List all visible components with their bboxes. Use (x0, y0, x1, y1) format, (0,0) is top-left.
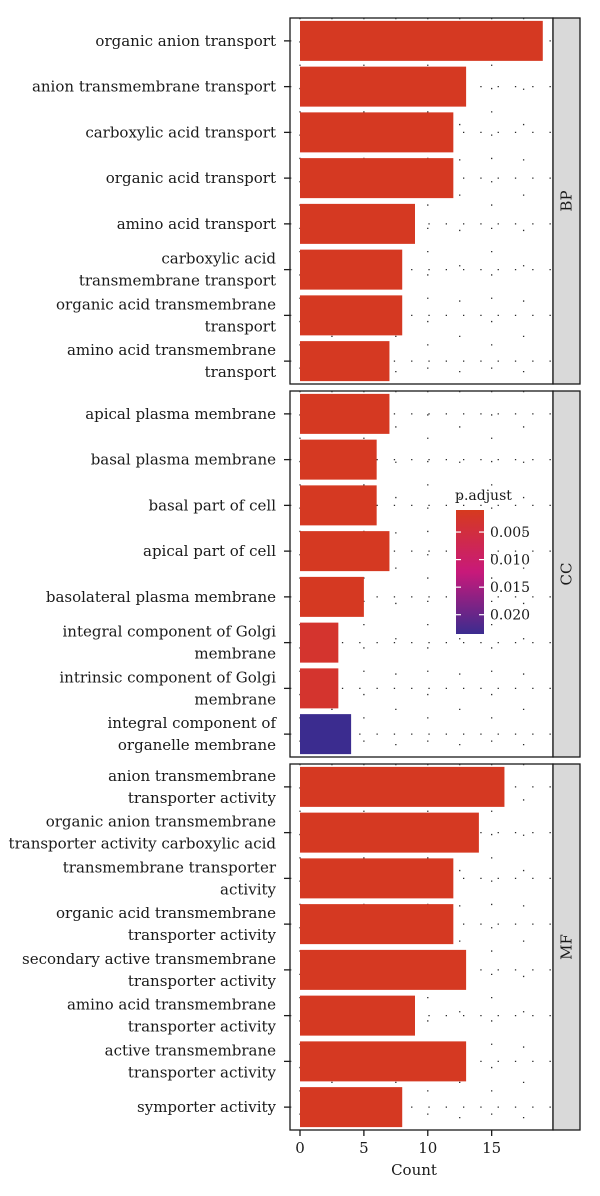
bar (300, 295, 403, 336)
category-label: transporter activity (128, 1018, 277, 1036)
bar (300, 203, 415, 244)
category-label: transporter activity (128, 1063, 277, 1081)
category-label: carboxylic acid transport (85, 123, 276, 141)
category-label: organic acid transmembrane (56, 295, 276, 313)
category-label: transport (205, 363, 276, 381)
bar (300, 668, 339, 709)
category-label: anion transmembrane (108, 767, 276, 785)
bar (300, 858, 454, 899)
panels-group: organic anion transport anion transmembra… (9, 17, 581, 1131)
panel-strip (552, 17, 581, 385)
bar (300, 1041, 467, 1082)
category-label: organic anion transport (95, 32, 276, 50)
legend: p.adjust 0.005 0.010 0.015 0.020 (455, 488, 530, 634)
category-label: amino acid transport (117, 215, 276, 233)
category-label: transmembrane transporter (63, 858, 277, 876)
category-label: secondary active transmembrane (22, 950, 276, 968)
panel-strip (552, 390, 581, 758)
bar (300, 576, 364, 617)
category-label: integral component of (107, 714, 277, 732)
panel-strip-label: MF (558, 934, 576, 960)
category-label: carboxylic acid (161, 250, 276, 268)
category-label: integral component of Golgi (63, 623, 277, 641)
panel-strip (552, 763, 581, 1131)
x-axis: 0 5 10 15 (295, 1130, 501, 1157)
panel-bp: organic anion transport anion transmembra… (32, 17, 581, 385)
category-label: transport (205, 317, 276, 335)
bar (300, 766, 505, 807)
category-label: membrane (194, 645, 276, 663)
bar (300, 393, 390, 434)
bar (300, 949, 467, 990)
category-label: organic acid transport (106, 169, 276, 187)
category-label: organelle membrane (118, 736, 276, 754)
category-label: activity (220, 880, 276, 898)
bar (300, 341, 390, 382)
category-label: intrinsic component of Golgi (59, 668, 276, 686)
bar (300, 66, 467, 107)
x-axis-title: Count (391, 1161, 437, 1179)
bar (300, 158, 454, 199)
legend-tick-label: 0.020 (490, 608, 530, 624)
category-label: organic acid transmembrane (56, 904, 276, 922)
bar (300, 1087, 403, 1128)
category-label: anion transmembrane transport (32, 78, 276, 96)
bar (300, 995, 415, 1036)
category-label: membrane (194, 690, 276, 708)
category-label: amino acid transmembrane (67, 341, 276, 359)
category-label: amino acid transmembrane (67, 996, 276, 1014)
category-label: transmembrane transport (79, 272, 276, 290)
category-label: transporter activity carboxylic acid (9, 835, 277, 853)
category-label: transporter activity (128, 926, 277, 944)
category-label: apical part of cell (143, 542, 276, 560)
legend-tick-label: 0.015 (490, 580, 530, 596)
category-label: active transmembrane (105, 1041, 276, 1059)
bar (300, 812, 479, 853)
legend-title: p.adjust (455, 488, 512, 504)
category-label: basal part of cell (149, 496, 277, 514)
category-label: transporter activity (128, 972, 277, 990)
bar (300, 904, 454, 945)
x-tick-label: 5 (359, 1139, 369, 1157)
bar (300, 622, 339, 663)
category-label: basal plasma membrane (91, 451, 276, 469)
category-label: symporter activity (137, 1098, 277, 1116)
legend-tick-label: 0.005 (490, 525, 530, 541)
category-label: apical plasma membrane (85, 405, 276, 423)
x-tick-label: 15 (482, 1139, 501, 1157)
bar (300, 439, 377, 480)
legend-tick-label: 0.010 (490, 553, 530, 569)
bar (300, 485, 377, 526)
bar (300, 20, 543, 61)
panel-strip-label: BP (558, 190, 576, 211)
category-label: basolateral plasma membrane (46, 588, 276, 606)
legend-ticks: 0.005 0.010 0.015 0.020 (456, 525, 530, 624)
panel-mf: anion transmembrane transporter activity o… (9, 763, 581, 1131)
bar (300, 531, 390, 572)
bar (300, 714, 352, 755)
bar (300, 249, 403, 290)
category-label: organic anion transmembrane (46, 813, 276, 831)
x-tick-label: 0 (295, 1139, 305, 1157)
panel-strip-label: CC (558, 563, 576, 586)
legend-colorbar (456, 510, 484, 634)
panel-cc: apical plasma membrane basal plasma membr… (46, 390, 581, 758)
category-label: transporter activity (128, 789, 277, 807)
bar (300, 112, 454, 153)
x-tick-label: 10 (418, 1139, 437, 1157)
